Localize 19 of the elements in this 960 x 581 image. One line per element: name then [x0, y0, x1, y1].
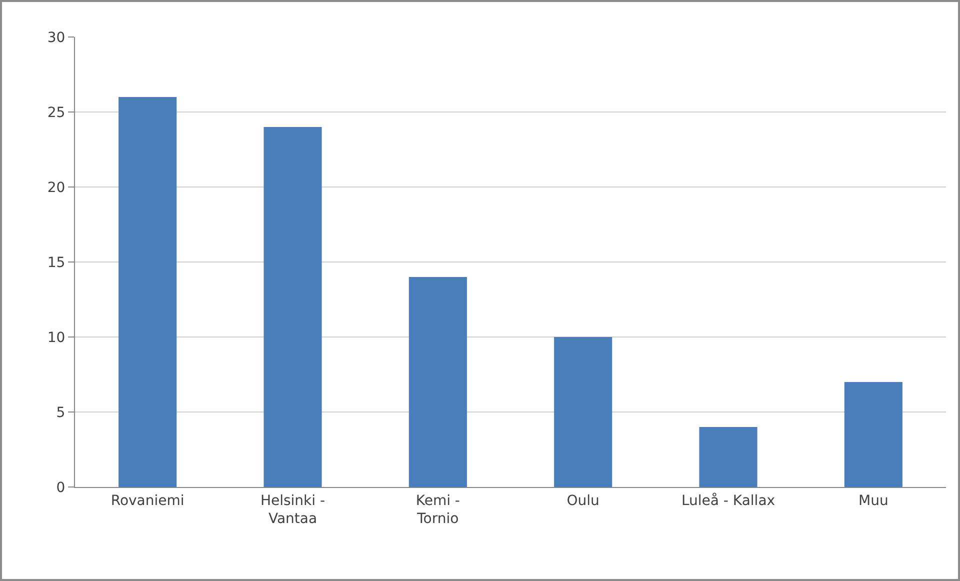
y-tick-label: 30	[47, 30, 66, 46]
y-tick-label: 5	[56, 404, 66, 421]
y-tick-label: 25	[47, 104, 66, 121]
bar	[264, 127, 322, 487]
bar	[118, 97, 177, 487]
bar	[408, 277, 467, 487]
bar	[554, 337, 612, 487]
y-tick-label: 15	[47, 254, 66, 271]
x-tick-label: Oulu	[566, 492, 600, 509]
x-tick-label: Rovaniemi	[110, 492, 184, 509]
x-tick-label: Luleå - Kallax	[681, 492, 776, 509]
x-tick-label: Helsinki - Vantaa	[260, 492, 326, 527]
y-tick-label: 10	[47, 330, 66, 346]
x-tick-label: Kemi - Tornio	[416, 492, 460, 527]
bar	[844, 382, 902, 487]
y-tick-label: 20	[47, 180, 66, 196]
y-tick-label: 0	[56, 480, 66, 496]
bar	[699, 427, 758, 487]
x-tick-label: Muu	[858, 492, 888, 509]
